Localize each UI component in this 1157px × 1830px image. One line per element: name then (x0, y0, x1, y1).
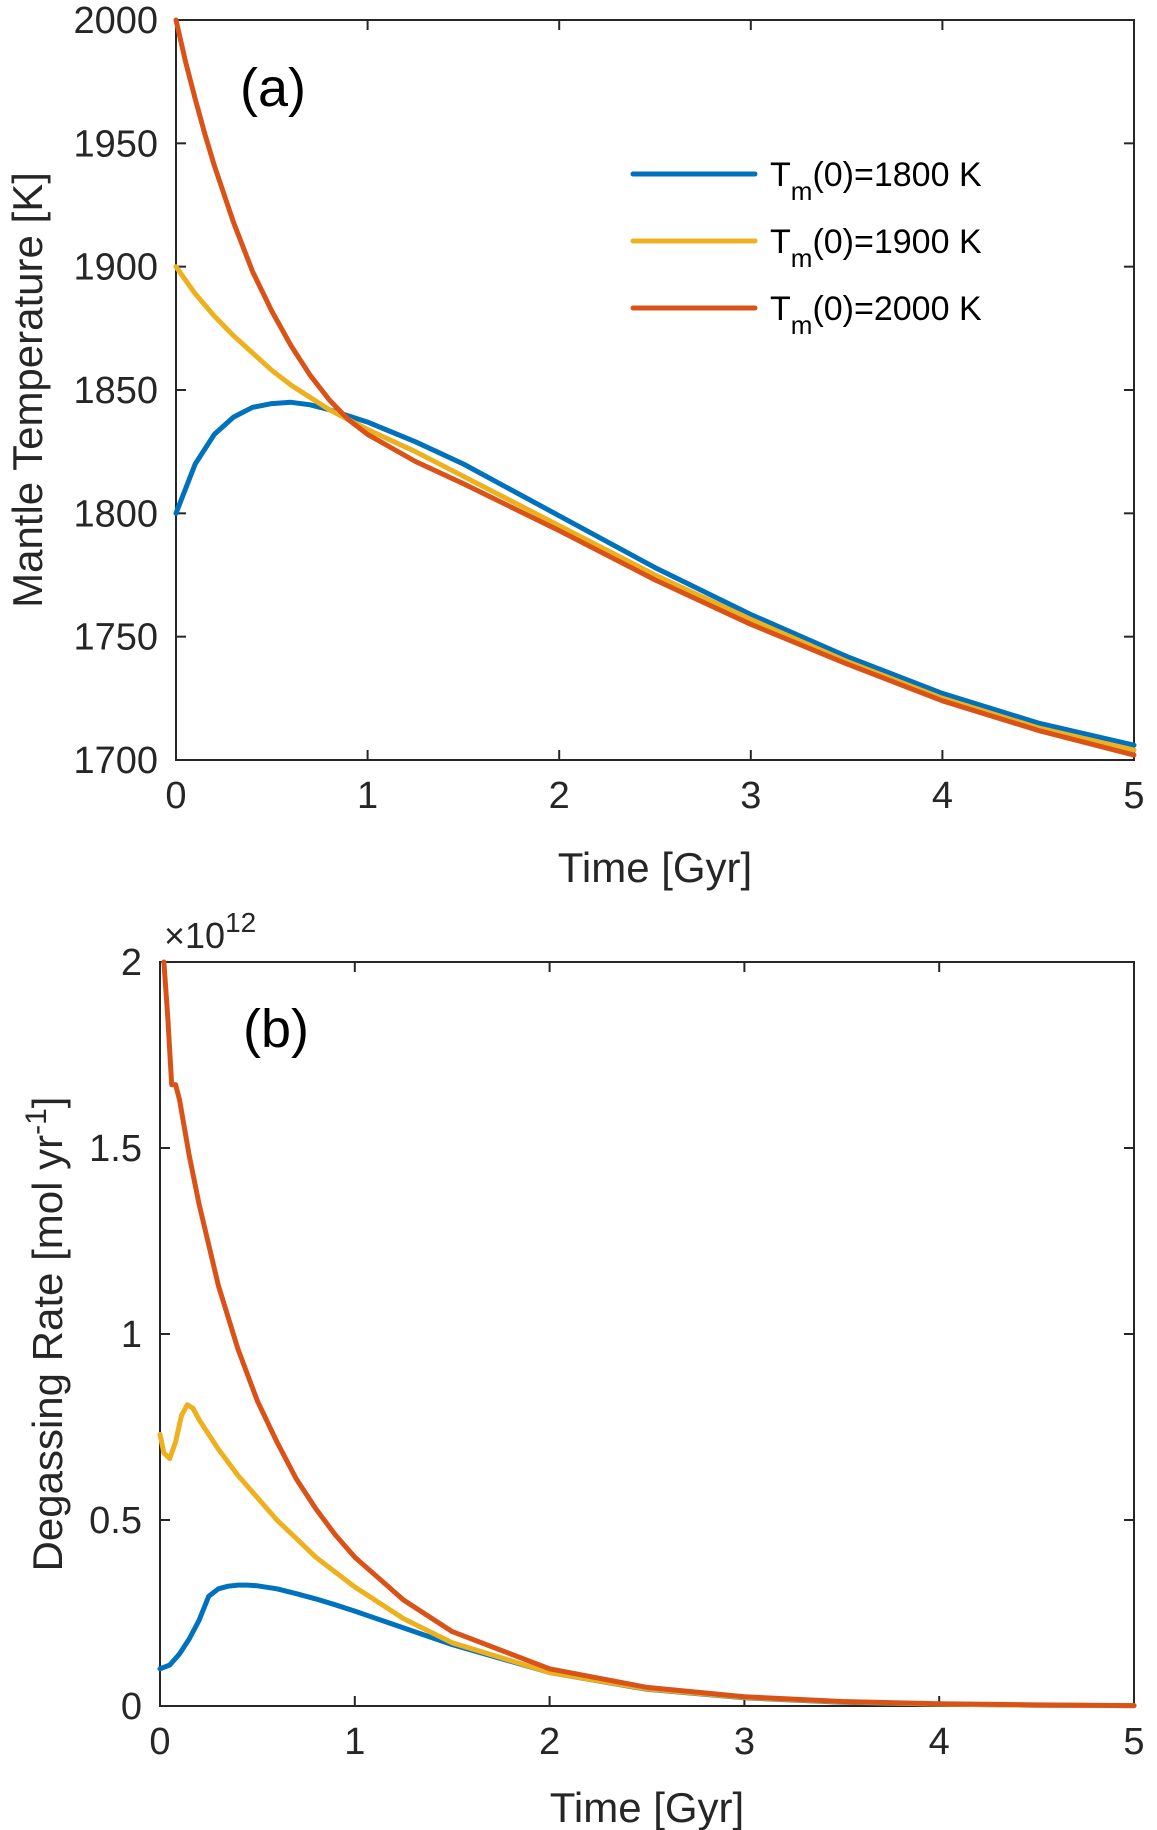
x-tick-label: 3 (734, 1721, 755, 1763)
panel-label-b: (b) (243, 999, 309, 1059)
series-line-2000 (161, 959, 1137, 1709)
series-line-1900 (173, 264, 1137, 753)
x-tick-label: 4 (932, 775, 953, 817)
legend-label-1900: Tm(0)=1900 K (770, 223, 982, 273)
x-tick-label: 5 (1123, 775, 1144, 817)
y-tick-label: 1850 (73, 370, 158, 412)
y-tick-label: 1800 (73, 493, 158, 535)
y-tick-label: 1900 (73, 247, 158, 289)
x-tick-label: 2 (549, 775, 570, 817)
y-tick-label: 0 (121, 1686, 142, 1728)
series-line-1800 (173, 399, 1137, 748)
x-tick-label: 2 (539, 1721, 560, 1763)
panel-b: 0 1 2 3 4 5 0 0.5 1 1.5 2 ×1012 (b) Time [Gyr] Deg… (20, 907, 1145, 1830)
y-exponent-label: ×1012 (164, 907, 256, 956)
series-line-2000 (173, 17, 1137, 758)
series-line-1900 (157, 1402, 1137, 1709)
x-tick-label: 0 (165, 775, 186, 817)
y-axis-label-b: Degassing Rate [mol yr-1] (20, 1097, 71, 1572)
x-tick-label: 5 (1123, 1721, 1144, 1763)
panel-label-a: (a) (240, 58, 306, 118)
ticks-b: 0 1 2 3 4 5 0 0.5 1 1.5 2 (89, 942, 1144, 1763)
x-tick-label: 0 (149, 1721, 170, 1763)
x-axis-label-a: Time [Gyr] (558, 844, 752, 891)
x-tick-label: 1 (344, 1721, 365, 1763)
ticks-a: 0 1 2 3 4 5 1700 1750 1800 1850 1900 1950 2000 (73, 0, 1144, 817)
legend-label-2000: Tm(0)=2000 K (770, 290, 982, 340)
y-tick-label: 1.5 (89, 1128, 142, 1170)
series-b (157, 959, 1137, 1709)
x-tick-label: 4 (929, 1721, 950, 1763)
x-tick-label: 3 (740, 775, 761, 817)
x-tick-label: 1 (357, 775, 378, 817)
y-tick-label: 2000 (73, 0, 158, 42)
y-axis-label-a: Mantle Temperature [K] (4, 172, 51, 608)
y-tick-label: 2 (121, 942, 142, 984)
x-axis-label-b: Time [Gyr] (550, 1784, 744, 1830)
panel-a: 0 1 2 3 4 5 1700 1750 1800 1850 1900 1950 2000 (a) T… (4, 0, 1145, 891)
legend-label-1800: Tm(0)=1800 K (770, 156, 982, 206)
y-tick-label: 0.5 (89, 1500, 142, 1542)
y-tick-label: 1750 (73, 617, 158, 659)
y-tick-label: 1 (121, 1314, 142, 1356)
y-tick-label: 1950 (73, 123, 158, 165)
legend-a: Tm(0)=1800 K Tm(0)=1900 K Tm(0)=2000 K (630, 156, 982, 340)
y-tick-label: 1700 (73, 740, 158, 782)
series-a (173, 17, 1137, 758)
